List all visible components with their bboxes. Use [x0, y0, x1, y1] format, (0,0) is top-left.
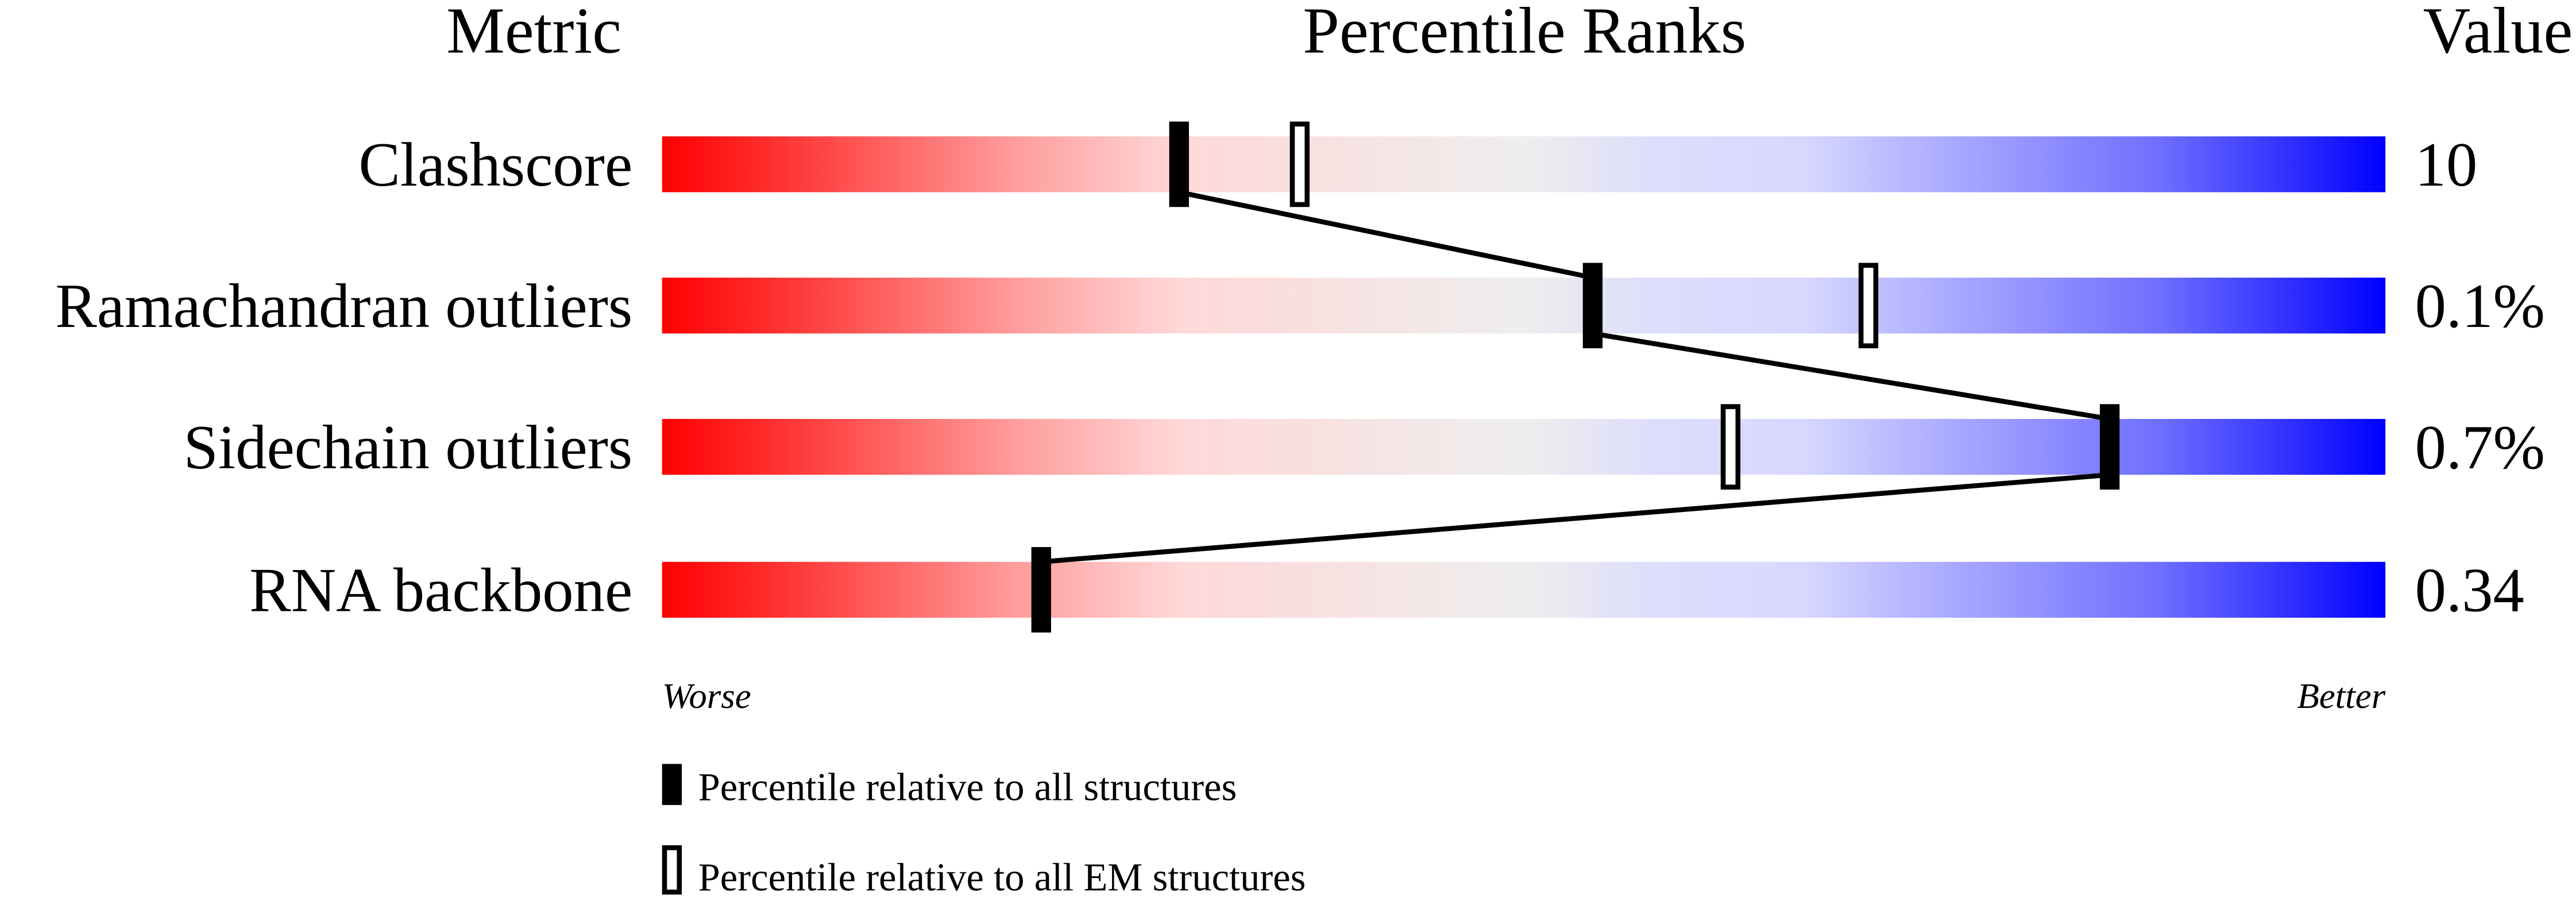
- percentile-bar: [662, 278, 2386, 334]
- em-percentile-marker: [1289, 121, 1310, 207]
- metric-header: Metric: [446, 0, 621, 67]
- metric-label: RNA backbone: [249, 556, 632, 625]
- percentile-bar: [662, 136, 2386, 193]
- all-percentile-marker: [1169, 121, 1189, 207]
- worse-label: Worse: [662, 676, 751, 716]
- metric-value: 0.1%: [2415, 271, 2545, 341]
- chart-title: Percentile Ranks: [1303, 0, 1746, 67]
- legend-all-label: Percentile relative to all structures: [698, 765, 1237, 809]
- connector-line: [1041, 472, 2110, 565]
- all-percentile-marker: [2099, 404, 2120, 490]
- metric-value: 0.34: [2415, 556, 2524, 625]
- legend-open-marker: [662, 845, 682, 895]
- value-header: Value: [2423, 0, 2573, 67]
- legend-em-label: Percentile relative to all EM structures: [698, 856, 1306, 897]
- all-percentile-marker: [1582, 263, 1603, 349]
- metric-value: 0.7%: [2415, 413, 2545, 482]
- all-percentile-marker: [1031, 547, 1051, 633]
- em-percentile-marker: [1858, 263, 1879, 349]
- better-label: Better: [2297, 676, 2385, 716]
- legend-filled-marker: [662, 764, 682, 805]
- em-percentile-marker: [1720, 404, 1741, 490]
- percentile-bar: [662, 561, 2386, 618]
- metric-label: Clashscore: [358, 130, 632, 199]
- percentile-bar: [662, 419, 2386, 475]
- metric-label: Sidechain outliers: [183, 413, 632, 482]
- connector-line: [1592, 331, 2110, 422]
- metric-label: Ramachandran outliers: [55, 271, 632, 341]
- metric-value: 10: [2415, 130, 2478, 199]
- connector-line: [1178, 190, 1593, 280]
